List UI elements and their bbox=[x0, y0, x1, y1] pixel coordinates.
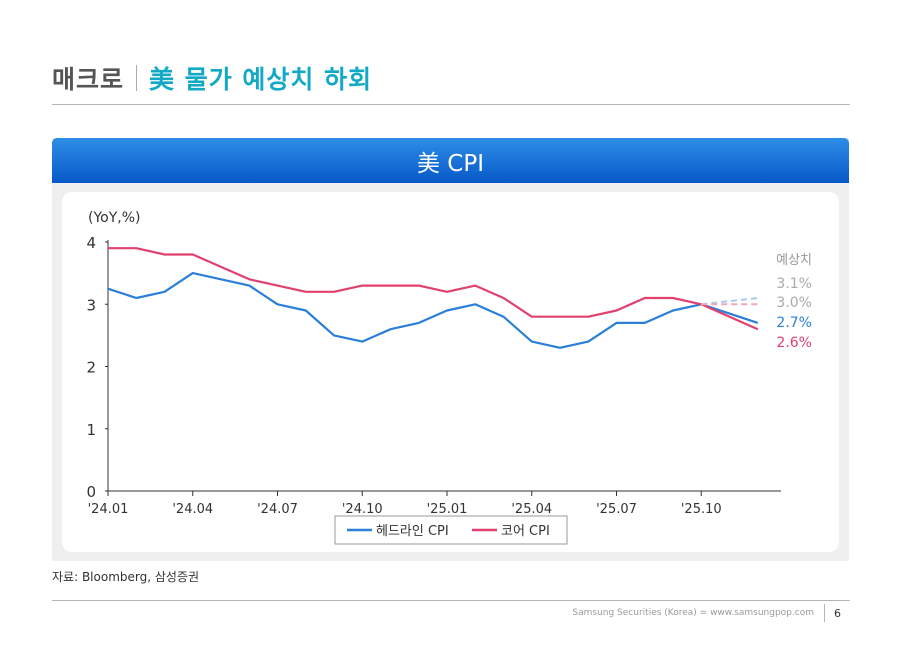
cpi-line-chart: (YoY,%) 0 1 2 3 4 '24.01 '24.04 '24.07 '24.10 '2… bbox=[86, 210, 812, 545]
y-unit-label: (YoY,%) bbox=[88, 210, 141, 226]
page-title: 美 물가 예상치 하회 bbox=[149, 65, 373, 94]
footer-rule bbox=[52, 600, 850, 601]
x-tick-label: '24.01 bbox=[88, 502, 129, 517]
headline-cpi-line bbox=[107, 271, 759, 349]
legend-core-label: 코어 CPI bbox=[501, 524, 550, 539]
x-tick-label: '25.04 bbox=[511, 502, 552, 517]
core-cpi-line bbox=[108, 247, 759, 331]
legend-box bbox=[334, 515, 568, 545]
y-tick-label: 3 bbox=[86, 296, 96, 314]
legend-headline-label: 헤드라인 CPI bbox=[376, 524, 449, 539]
headline-actual-value: 2.7% bbox=[776, 315, 812, 331]
source-note: 자료: Bloomberg, 삼성증권 bbox=[52, 570, 200, 584]
panel-title: 美 CPI bbox=[52, 138, 849, 183]
x-tick-label: '24.04 bbox=[172, 502, 213, 517]
y-tick-label: 2 bbox=[86, 359, 96, 377]
headline-forecast-value: 3.1% bbox=[776, 276, 812, 292]
title-row: 매크로 美 물가 예상치 하회 bbox=[52, 58, 372, 98]
y-tick-label: 1 bbox=[86, 421, 96, 439]
title-rule bbox=[52, 104, 850, 105]
title-divider bbox=[136, 65, 138, 91]
y-tick-label: 4 bbox=[86, 234, 96, 252]
x-tick-label: '25.10 bbox=[681, 502, 722, 517]
chart-panel: 美 CPI (YoY,%) 0 1 2 3 4 '24.01 '24.04 '24.07 '2… bbox=[52, 138, 849, 561]
footer-company: Samsung Securities (Korea) = www.samsung… bbox=[572, 608, 814, 618]
x-tick-label: '25.07 bbox=[596, 502, 637, 517]
section-title: 매크로 bbox=[52, 65, 125, 94]
forecast-label: 예상치 bbox=[776, 253, 812, 268]
headline-forecast-line bbox=[701, 297, 758, 306]
y-tick-label: 0 bbox=[86, 483, 96, 501]
x-tick-label: '24.07 bbox=[257, 502, 298, 517]
x-tick-label: '24.10 bbox=[342, 502, 383, 517]
legend: 헤드라인 CPI 코어 CPI bbox=[334, 515, 568, 545]
chart-area: (YoY,%) 0 1 2 3 4 '24.01 '24.04 '24.07 '24.10 '2… bbox=[62, 192, 839, 552]
core-forecast-value: 3.0% bbox=[776, 295, 812, 311]
core-actual-value: 2.6% bbox=[776, 335, 812, 351]
x-tick-label: '25.01 bbox=[427, 502, 468, 517]
page-number: 6 bbox=[834, 607, 841, 620]
footer-divider bbox=[824, 604, 825, 622]
